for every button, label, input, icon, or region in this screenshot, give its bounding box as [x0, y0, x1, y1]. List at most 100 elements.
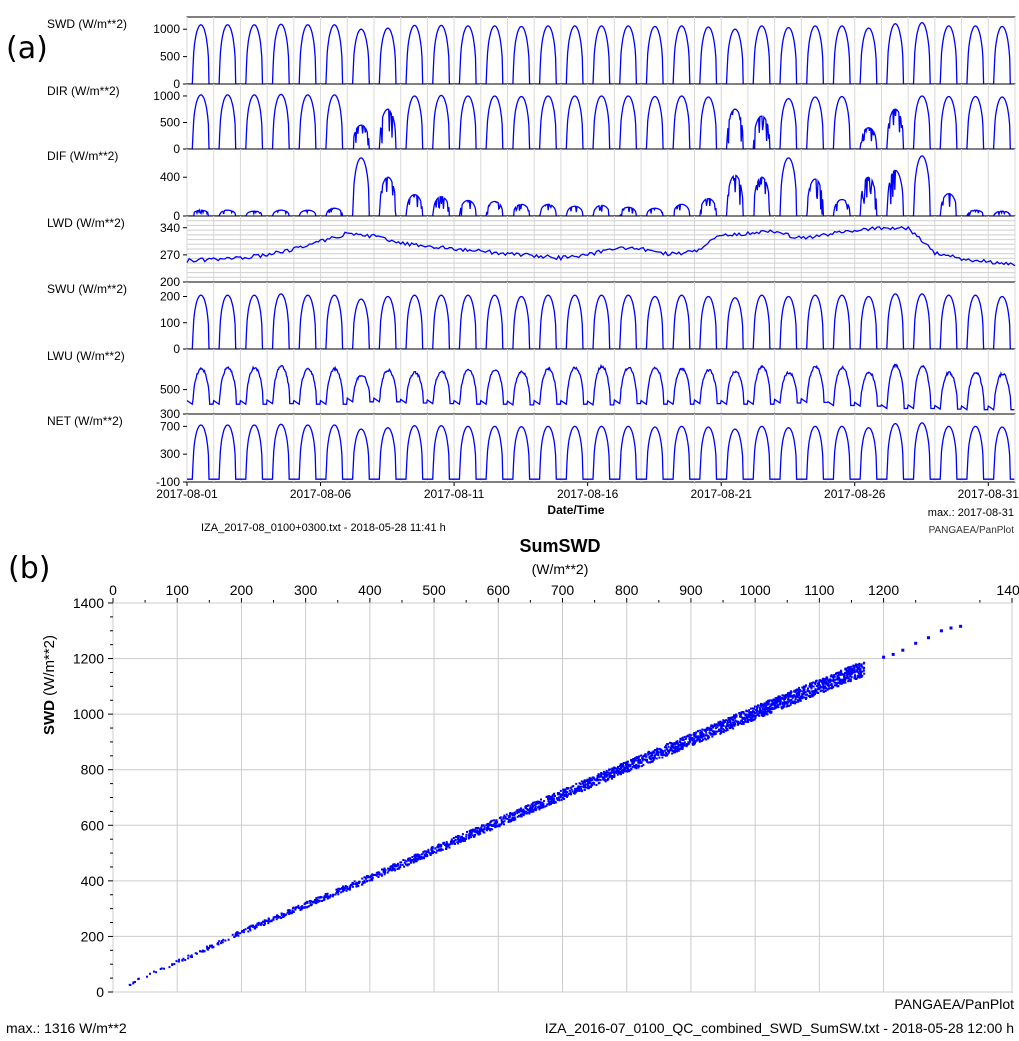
scatter-point — [508, 815, 511, 818]
scatter-point — [173, 963, 176, 966]
scatter-point — [861, 670, 864, 673]
scatter-point — [836, 681, 839, 684]
scatter-point — [850, 665, 853, 668]
scatter-point — [724, 726, 727, 729]
scatter-point — [264, 922, 266, 925]
scatter-point — [336, 889, 339, 892]
scatter-point — [579, 785, 582, 788]
scatter-point — [420, 853, 423, 856]
scatter-point — [738, 712, 741, 714]
row-label: SWU (W/m**2) — [47, 282, 127, 296]
scatter-point — [765, 705, 768, 708]
scatter-point — [221, 941, 224, 944]
scatter-point — [787, 692, 789, 695]
scatter-point — [538, 806, 541, 809]
scatter-point — [706, 729, 709, 731]
scatter-point — [610, 771, 613, 774]
scatter-point — [636, 759, 639, 762]
scatter-point — [491, 819, 494, 822]
scatter-point — [535, 808, 538, 811]
row-series-line — [186, 363, 1015, 411]
scatter-point — [675, 745, 677, 748]
scatter-point — [615, 767, 617, 770]
scatter-point — [370, 877, 373, 880]
scatter-point — [655, 753, 658, 756]
scatter-point — [734, 719, 737, 722]
scatter-point — [325, 895, 328, 898]
scatter-point — [761, 710, 764, 713]
scatter-point — [516, 812, 519, 815]
scatter-point — [569, 791, 572, 794]
scatter-point — [438, 845, 441, 848]
scatter-point — [779, 702, 782, 704]
scatter-point — [827, 682, 830, 685]
scatter-point — [823, 678, 826, 680]
scatter-point — [576, 789, 579, 792]
scatter-point — [196, 952, 198, 955]
scatter-point — [783, 696, 786, 699]
x-tick-label: 200 — [230, 582, 254, 598]
scatter-point — [134, 981, 136, 983]
scatter-point — [597, 779, 599, 782]
scatter-point — [503, 823, 505, 826]
scatter-point — [310, 900, 313, 903]
scatter-point — [781, 701, 784, 704]
scatter-point — [703, 729, 706, 732]
scatter-point — [474, 827, 477, 830]
scatter-point — [742, 722, 745, 725]
scatter-point — [849, 675, 852, 678]
y-tick-label: 0 — [96, 984, 104, 1000]
scatter-point — [436, 849, 439, 852]
scatter-point — [675, 749, 678, 752]
scatter-point — [550, 802, 553, 804]
scatter-point — [765, 707, 768, 710]
scatter-point — [584, 783, 587, 786]
scatter-point — [762, 703, 765, 706]
scatter-point — [289, 911, 291, 914]
scatter-point — [660, 751, 663, 754]
scatter-point — [745, 709, 748, 712]
scatter-point — [771, 707, 774, 710]
scatter-point — [691, 737, 694, 739]
scatter-point — [603, 774, 606, 777]
scatter-point — [212, 946, 215, 949]
scatter-point — [825, 677, 827, 680]
scatter-point — [850, 676, 853, 679]
scatter-point — [765, 700, 768, 703]
scatter-point — [604, 771, 607, 774]
scatter-point — [233, 936, 236, 938]
scatter-point — [732, 716, 735, 719]
scatter-point — [436, 846, 439, 848]
scatter-point — [427, 850, 430, 853]
scatter-point — [733, 715, 736, 718]
scatter-point — [650, 758, 653, 761]
scatter-point — [454, 838, 457, 841]
scatter-point — [693, 732, 696, 735]
scatter-point — [812, 681, 815, 684]
scatter-point — [535, 802, 538, 805]
scatter-point — [781, 703, 784, 706]
scatter-point — [502, 816, 505, 819]
scatter-point — [370, 879, 373, 882]
scatter-point — [729, 724, 732, 727]
scatter-point — [708, 727, 711, 730]
scatter-point — [810, 684, 812, 687]
scatter-point — [847, 680, 850, 683]
scatter-point — [634, 764, 637, 767]
scatter-point — [184, 959, 187, 961]
scatter-point — [657, 751, 660, 754]
scatter-point — [775, 702, 778, 705]
scatter-point — [646, 758, 648, 761]
scatter-point — [863, 661, 866, 664]
scatter-point — [663, 746, 666, 749]
scatter-point — [748, 716, 751, 719]
scatter-point — [778, 703, 781, 706]
scatter-point — [520, 807, 522, 810]
scatter-point — [227, 938, 230, 941]
scatter-point — [768, 708, 771, 711]
scatter-point — [844, 678, 847, 681]
scatter-point — [760, 702, 762, 705]
scatter-point — [424, 855, 427, 858]
scatter-point — [720, 726, 723, 729]
scatter-point — [605, 771, 608, 774]
